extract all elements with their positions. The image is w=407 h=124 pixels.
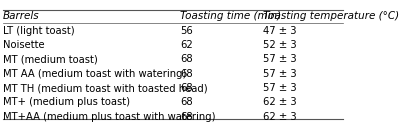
Text: Toasting temperature (°C): Toasting temperature (°C) xyxy=(263,11,399,21)
Text: Toasting time (min): Toasting time (min) xyxy=(180,11,281,21)
Text: 52 ± 3: 52 ± 3 xyxy=(263,40,296,50)
Text: 62 ± 3: 62 ± 3 xyxy=(263,97,296,107)
Text: Noisette: Noisette xyxy=(3,40,45,50)
Text: MT AA (medium toast with watering): MT AA (medium toast with watering) xyxy=(3,69,186,79)
Text: 68: 68 xyxy=(180,83,193,93)
Text: MT TH (medium toast with toasted head): MT TH (medium toast with toasted head) xyxy=(3,83,208,93)
Text: 62: 62 xyxy=(180,40,193,50)
Text: 68: 68 xyxy=(180,112,193,122)
Text: 68: 68 xyxy=(180,69,193,79)
Text: Barrels: Barrels xyxy=(3,11,40,21)
Text: MT+AA (medium plus toast with watering): MT+AA (medium plus toast with watering) xyxy=(3,112,216,122)
Text: 57 ± 3: 57 ± 3 xyxy=(263,69,296,79)
Text: 68: 68 xyxy=(180,97,193,107)
Text: 68: 68 xyxy=(180,54,193,64)
Text: LT (light toast): LT (light toast) xyxy=(3,26,75,36)
Text: MT (medium toast): MT (medium toast) xyxy=(3,54,98,64)
Text: 57 ± 3: 57 ± 3 xyxy=(263,83,296,93)
Text: 56: 56 xyxy=(180,26,193,36)
Text: 57 ± 3: 57 ± 3 xyxy=(263,54,296,64)
Text: MT+ (medium plus toast): MT+ (medium plus toast) xyxy=(3,97,130,107)
Text: 62 ± 3: 62 ± 3 xyxy=(263,112,296,122)
Text: 47 ± 3: 47 ± 3 xyxy=(263,26,296,36)
